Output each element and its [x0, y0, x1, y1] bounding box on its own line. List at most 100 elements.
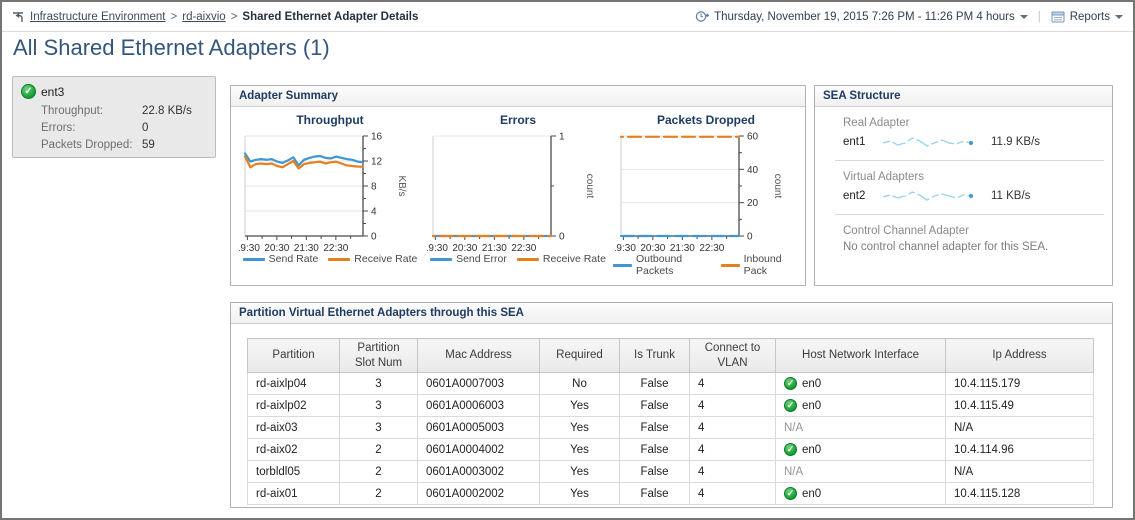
virtual-adapters-section: Virtual Adapters ent2 11 KB/s [835, 160, 1104, 214]
legend-label: Inbound Pack [743, 253, 782, 277]
cell-trunk: False [619, 482, 690, 505]
svg-text:0: 0 [559, 232, 565, 243]
stat-label: Errors: [41, 122, 76, 134]
breadcrumb-item[interactable]: Infrastructure Environment [30, 10, 166, 23]
time-range-label: Thursday, November 19, 2015 7:26 PM - 11… [714, 10, 1015, 23]
partition-table-body: rd-aixlp0430601A0007003NoFalse4en010.4.1… [247, 372, 1094, 505]
status-ok-icon [784, 377, 797, 390]
cell-host: N/A [775, 460, 946, 483]
cell-ip: 10.4.115.128 [945, 482, 1094, 505]
cell-partition: rd-aixlp02 [247, 394, 340, 417]
column-header[interactable]: Required [539, 338, 620, 373]
svg-text:21:30: 21:30 [670, 243, 695, 252]
cell-host: en0 [775, 438, 946, 461]
cell-host: N/A [775, 416, 946, 439]
svg-text:8: 8 [371, 182, 377, 193]
cell-mac: 0601A0007003 [417, 372, 540, 395]
legend-label: Send Rate [268, 253, 319, 265]
legend-label: Send Error [456, 253, 507, 265]
column-header[interactable]: Connect to VLAN [689, 338, 776, 373]
section-label: Control Channel Adapter [843, 225, 969, 237]
cell-mac: 0601A0004002 [417, 438, 540, 461]
throughput-chart-plot[interactable]: 19:30 20:30 21:30 22:30 0 4 8 12 16 KB/s [239, 128, 421, 253]
column-header[interactable]: Is Trunk [619, 338, 690, 373]
svg-text:20:30: 20:30 [264, 243, 289, 252]
cell-partition: rd-aix03 [247, 416, 340, 439]
svg-text:40: 40 [747, 165, 759, 176]
time-range-icon [695, 10, 710, 23]
cell-host: en0 [775, 394, 946, 417]
time-range-selector[interactable]: Thursday, November 19, 2015 7:26 PM - 11… [695, 10, 1028, 23]
svg-text:20:30: 20:30 [452, 243, 477, 252]
cell-vlan: 4 [689, 460, 776, 483]
cell-mac: 0601A0005003 [417, 416, 540, 439]
svg-text:21:30: 21:30 [482, 243, 507, 252]
table-row[interactable]: rd-aix0120601A0002002YesFalse4en010.4.11… [247, 482, 1094, 505]
adapter-rate: 11 KB/s [991, 190, 1031, 202]
status-ok-icon [784, 399, 797, 412]
status-ok-icon [21, 84, 36, 99]
cell-ip: 10.4.115.179 [945, 372, 1094, 395]
legend-swatch [328, 257, 351, 261]
breadcrumb-item[interactable]: rd-aixvio [182, 10, 226, 23]
chart-title: Errors [499, 113, 537, 127]
packets-dropped-chart-plot[interactable]: 19:30 20:30 21:30 22:30 0 20 40 60 count [615, 128, 797, 253]
legend-item: Receive Rate [328, 253, 417, 265]
errors-chart-plot[interactable]: 19:30 20:30 21:30 22:30 0 1 count [427, 128, 609, 253]
top-bar: Infrastructure Environment > rd-aixvio >… [2, 2, 1133, 32]
cell-partition: torbldl05 [247, 460, 340, 483]
column-header[interactable]: Partition [247, 338, 340, 373]
chart-legend: Send Rate Receive Rate [242, 253, 417, 265]
status-ok-icon [784, 443, 797, 456]
cell-required: Yes [539, 482, 620, 505]
section-label: Real Adapter [843, 117, 910, 129]
adapter-tile-ent3[interactable]: ent3 Throughput: 22.8 KB/s Errors: 0 Pac… [12, 76, 216, 158]
cell-trunk: False [619, 460, 690, 483]
cell-slot: 2 [339, 482, 418, 505]
cell-slot: 3 [339, 416, 418, 439]
svg-text:20: 20 [747, 198, 759, 209]
cell-required: Yes [539, 460, 620, 483]
cell-slot: 3 [339, 394, 418, 417]
level-up-icon[interactable] [11, 10, 25, 24]
table-row[interactable]: rd-aixlp0430601A0007003NoFalse4en010.4.1… [247, 372, 1094, 395]
top-bar-controls: Thursday, November 19, 2015 7:26 PM - 11… [695, 10, 1123, 23]
cell-trunk: False [619, 416, 690, 439]
legend-label: Outbound Packets [636, 253, 683, 277]
table-row[interactable]: rd-aix0220601A0004002YesFalse4en010.4.11… [247, 438, 1094, 461]
column-header[interactable]: Host Network Interface [775, 338, 946, 373]
chart-title: Throughput [296, 113, 364, 127]
cell-vlan: 4 [689, 372, 776, 395]
reports-menu[interactable]: Reports [1051, 11, 1123, 23]
column-header[interactable]: Partition Slot Num [339, 338, 418, 373]
cell-required: Yes [539, 394, 620, 417]
column-header[interactable]: Mac Address [417, 338, 540, 373]
breadcrumb-current: Shared Ethernet Adapter Details [242, 10, 419, 23]
legend-swatch [430, 257, 453, 261]
svg-text:count: count [772, 174, 783, 199]
cell-partition: rd-aixlp04 [247, 372, 340, 395]
toolbar-divider: | [1037, 10, 1041, 23]
page-title: All Shared Ethernet Adapters (1) [13, 35, 330, 60]
legend-item: Send Rate [242, 253, 319, 265]
svg-text:22:30: 22:30 [511, 243, 536, 252]
errors-chart: Errors 19:30 20:30 21:30 22:30 0 1 count Send … [425, 109, 611, 277]
table-row[interactable]: rd-aix03 3 0601A0005003 Yes False 4 N/A N/A [247, 416, 1094, 439]
adapter-summary-panel: Adapter Summary Throughput 19:30 20:30 21:… [230, 85, 806, 286]
adapter-name[interactable]: ent2 [843, 190, 866, 202]
svg-text:4: 4 [371, 207, 377, 218]
dropdown-caret [1115, 15, 1123, 19]
cell-mac: 0601A0006003 [417, 394, 540, 417]
legend-swatch [516, 257, 539, 261]
legend-item: Send Error [430, 253, 507, 265]
throughput-sparkline [882, 191, 973, 201]
table-row[interactable]: torbldl05 2 0601A0003002 Yes False 4 N/A N/A [247, 460, 1094, 483]
column-header[interactable]: Ip Address [945, 338, 1094, 373]
cell-ip: N/A [945, 416, 1094, 439]
table-row[interactable]: rd-aixlp0230601A0006003YesFalse4en010.4.… [247, 394, 1094, 417]
adapter-name[interactable]: ent1 [843, 136, 866, 148]
cell-required: Yes [539, 438, 620, 461]
reports-label: Reports [1069, 10, 1110, 23]
cell-slot: 3 [339, 372, 418, 395]
